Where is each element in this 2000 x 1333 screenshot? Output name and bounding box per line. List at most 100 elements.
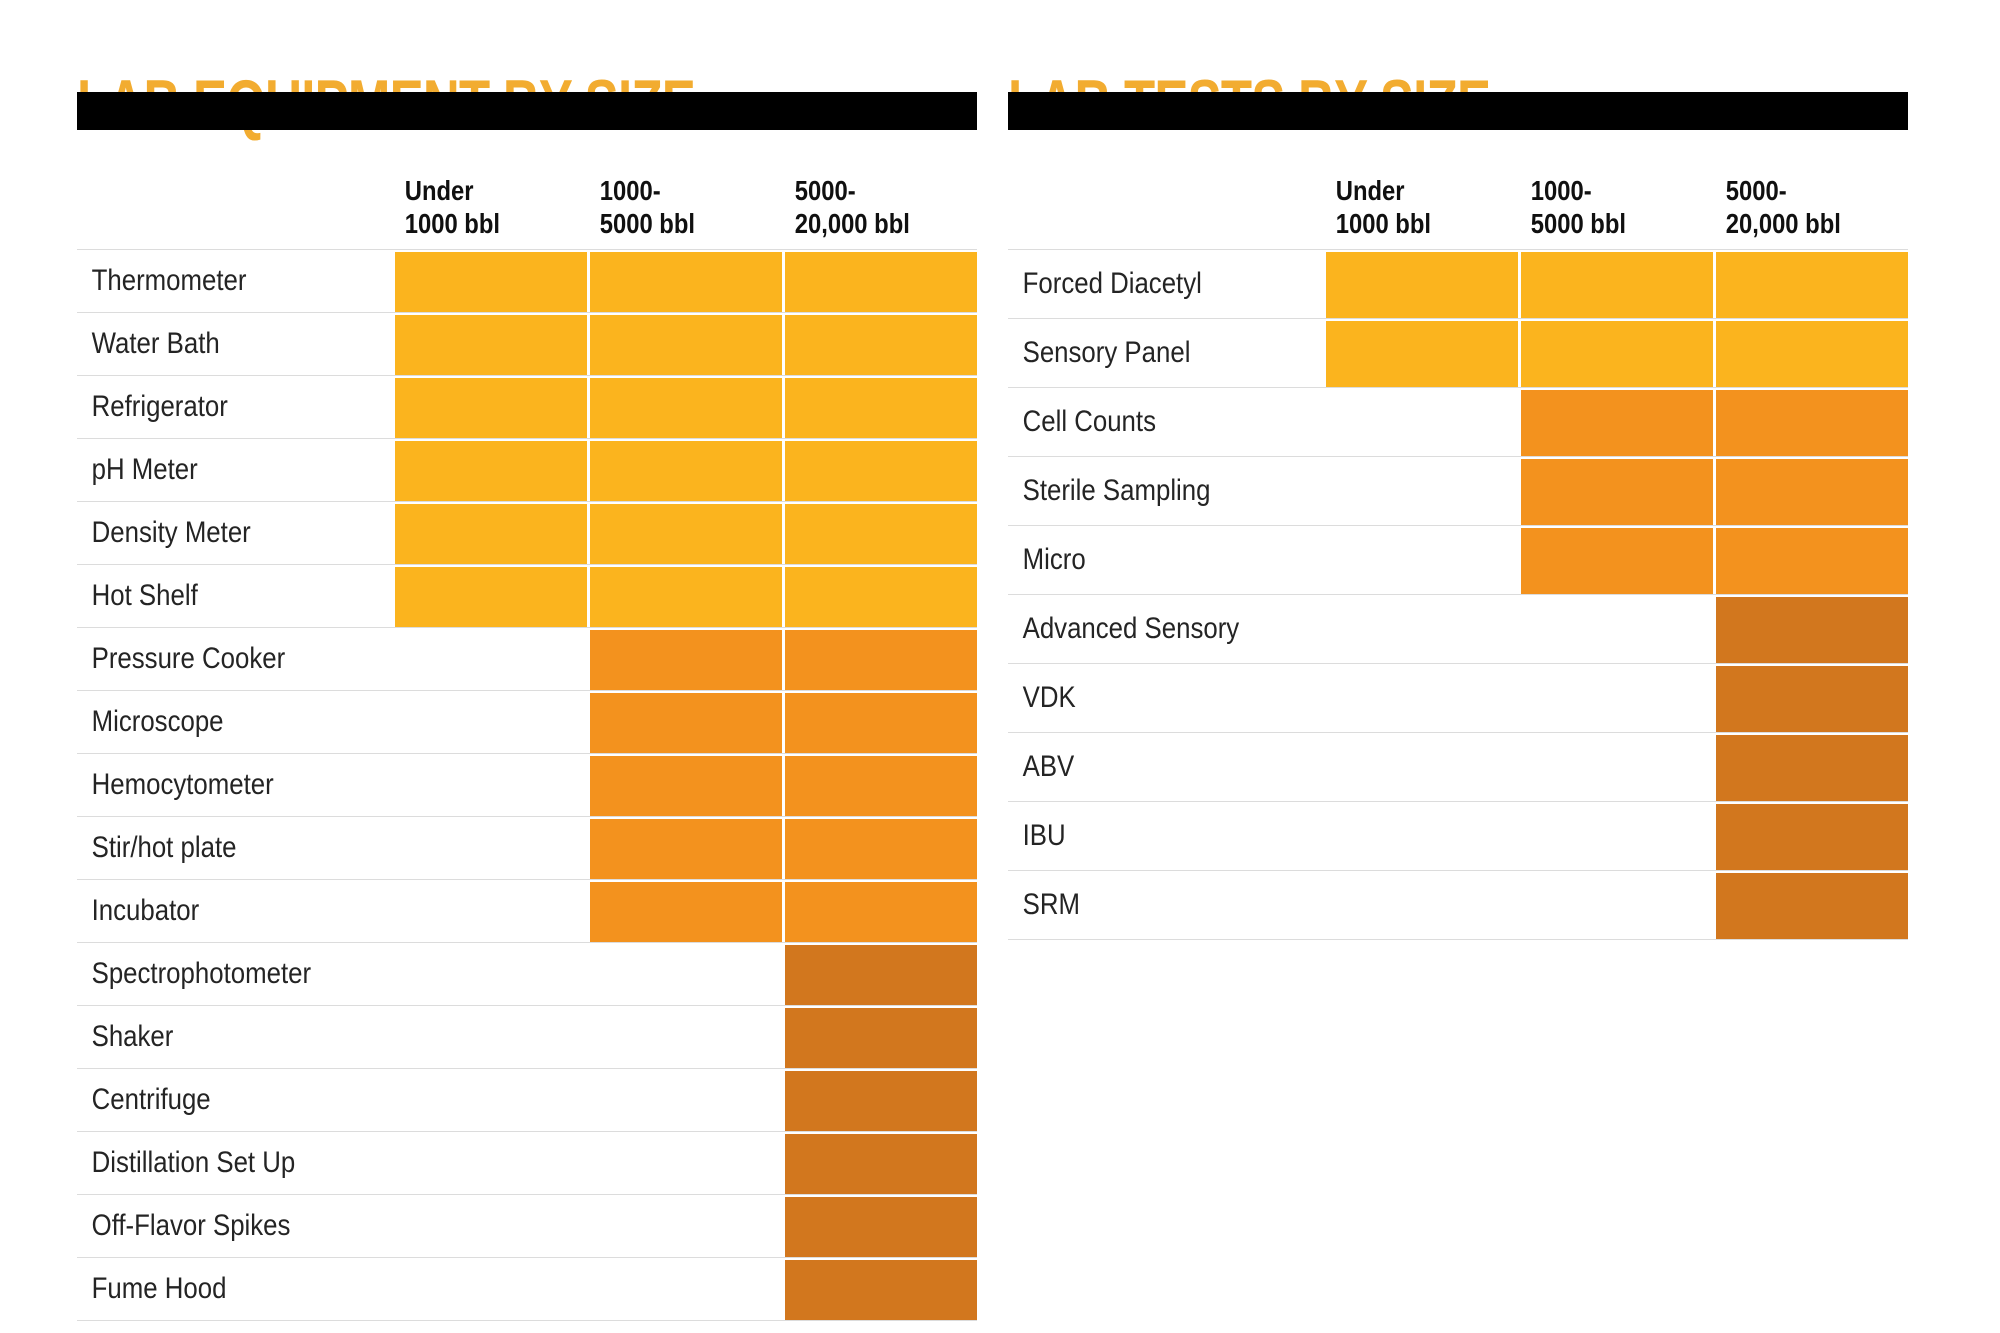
- filled-cell-yellow: [1326, 250, 1518, 318]
- filled-cell-yellow: [785, 313, 977, 375]
- row-label: pH Meter: [91, 453, 198, 486]
- row-label: Spectrophotometer: [91, 957, 312, 990]
- filled-cell-orange: [590, 754, 782, 816]
- table-row: ABV: [1008, 732, 1908, 801]
- table-row: Distillation Set Up: [77, 1131, 977, 1194]
- filled-cell-yellow: [395, 313, 587, 375]
- empty-cell: [590, 1069, 782, 1131]
- filled-cell-orange: [1716, 388, 1908, 456]
- filled-cell-yellow: [785, 565, 977, 627]
- filled-cell-dark: [785, 1195, 977, 1257]
- filled-cell-yellow: [1716, 250, 1908, 318]
- empty-cell: [1521, 733, 1713, 801]
- table-row: Microscope: [77, 690, 977, 753]
- filled-cell-dark: [785, 1006, 977, 1068]
- filled-cell-yellow: [785, 439, 977, 501]
- table-row: Off-Flavor Spikes: [77, 1194, 977, 1257]
- empty-cell: [1521, 664, 1713, 732]
- row-label: Off-Flavor Spikes: [91, 1209, 291, 1242]
- table-row: Shaker: [77, 1005, 977, 1068]
- empty-cell: [395, 817, 587, 879]
- filled-cell-yellow: [1521, 319, 1713, 387]
- table-row: Sensory Panel: [1008, 318, 1908, 387]
- row-label: SRM: [1022, 888, 1080, 921]
- empty-cell: [1521, 871, 1713, 939]
- filled-cell-dark: [1716, 595, 1908, 663]
- column-header-1000-5000: 1000- 5000 bbl: [599, 174, 696, 239]
- row-label: Shaker: [91, 1020, 174, 1053]
- filled-cell-dark: [1716, 664, 1908, 732]
- empty-cell: [395, 1195, 587, 1257]
- table-row: Density Meter: [77, 501, 977, 564]
- empty-cell: [395, 754, 587, 816]
- row-label: ABV: [1022, 750, 1075, 783]
- row-label: Pressure Cooker: [91, 642, 286, 675]
- table-row: VDK: [1008, 663, 1908, 732]
- table-row: Cell Counts: [1008, 387, 1908, 456]
- row-label: Hot Shelf: [91, 579, 198, 612]
- column-header-row: Under 1000 bbl 1000- 5000 bbl 5000- 20,0…: [1008, 130, 1908, 249]
- table-row: pH Meter: [77, 438, 977, 501]
- filled-cell-yellow: [1521, 250, 1713, 318]
- table-row: Centrifuge: [77, 1068, 977, 1131]
- row-label: Refrigerator: [91, 390, 228, 423]
- filled-cell-orange: [1716, 526, 1908, 594]
- filled-cell-orange: [590, 691, 782, 753]
- filled-cell-yellow: [590, 502, 782, 564]
- filled-cell-orange: [1521, 388, 1713, 456]
- filled-cell-yellow: [395, 250, 587, 312]
- column-header-1000-5000: 1000- 5000 bbl: [1530, 174, 1627, 239]
- row-label: Density Meter: [91, 516, 251, 549]
- filled-cell-yellow: [785, 502, 977, 564]
- row-label: Sterile Sampling: [1022, 474, 1211, 507]
- table-row: Hemocytometer: [77, 753, 977, 816]
- filled-cell-yellow: [590, 376, 782, 438]
- filled-cell-yellow: [590, 565, 782, 627]
- row-label: Distillation Set Up: [91, 1146, 296, 1179]
- empty-cell: [1521, 595, 1713, 663]
- filled-cell-yellow: [590, 313, 782, 375]
- empty-cell: [1326, 457, 1518, 525]
- empty-cell: [395, 1006, 587, 1068]
- table-row: Hot Shelf: [77, 564, 977, 627]
- column-header-under-1000: Under 1000 bbl: [404, 174, 501, 239]
- table-row: Thermometer: [77, 249, 977, 312]
- table-row: Pressure Cooker: [77, 627, 977, 690]
- table-row: Forced Diacetyl: [1008, 249, 1908, 318]
- filled-cell-yellow: [395, 439, 587, 501]
- filled-cell-orange: [785, 880, 977, 942]
- empty-cell: [1521, 802, 1713, 870]
- filled-cell-dark: [785, 1132, 977, 1194]
- filled-cell-yellow: [395, 502, 587, 564]
- empty-cell: [590, 1006, 782, 1068]
- empty-cell: [590, 1258, 782, 1320]
- filled-cell-yellow: [590, 250, 782, 312]
- black-divider-bar: [77, 92, 977, 130]
- filled-cell-orange: [1521, 526, 1713, 594]
- filled-cell-yellow: [1326, 319, 1518, 387]
- empty-cell: [1326, 526, 1518, 594]
- filled-cell-dark: [1716, 733, 1908, 801]
- empty-cell: [1326, 871, 1518, 939]
- table-row: IBU: [1008, 801, 1908, 870]
- black-divider-bar: [1008, 92, 1908, 130]
- empty-cell: [590, 1195, 782, 1257]
- empty-cell: [395, 1258, 587, 1320]
- row-label: Incubator: [91, 894, 200, 927]
- table-body: Thermometer Water Bath Refrigerator pH Mete…: [77, 249, 977, 1321]
- table-row: Incubator: [77, 879, 977, 942]
- table-row: Fume Hood: [77, 1257, 977, 1320]
- filled-cell-dark: [785, 943, 977, 1005]
- row-label: Micro: [1022, 543, 1086, 576]
- empty-cell: [395, 628, 587, 690]
- row-label: Thermometer: [91, 264, 247, 297]
- empty-cell: [395, 1069, 587, 1131]
- column-header-under-1000: Under 1000 bbl: [1335, 174, 1432, 239]
- table-row: Water Bath: [77, 312, 977, 375]
- empty-cell: [395, 943, 587, 1005]
- row-label: VDK: [1022, 681, 1076, 714]
- filled-cell-yellow: [590, 439, 782, 501]
- filled-cell-dark: [785, 1069, 977, 1131]
- empty-cell: [590, 943, 782, 1005]
- filled-cell-dark: [785, 1258, 977, 1320]
